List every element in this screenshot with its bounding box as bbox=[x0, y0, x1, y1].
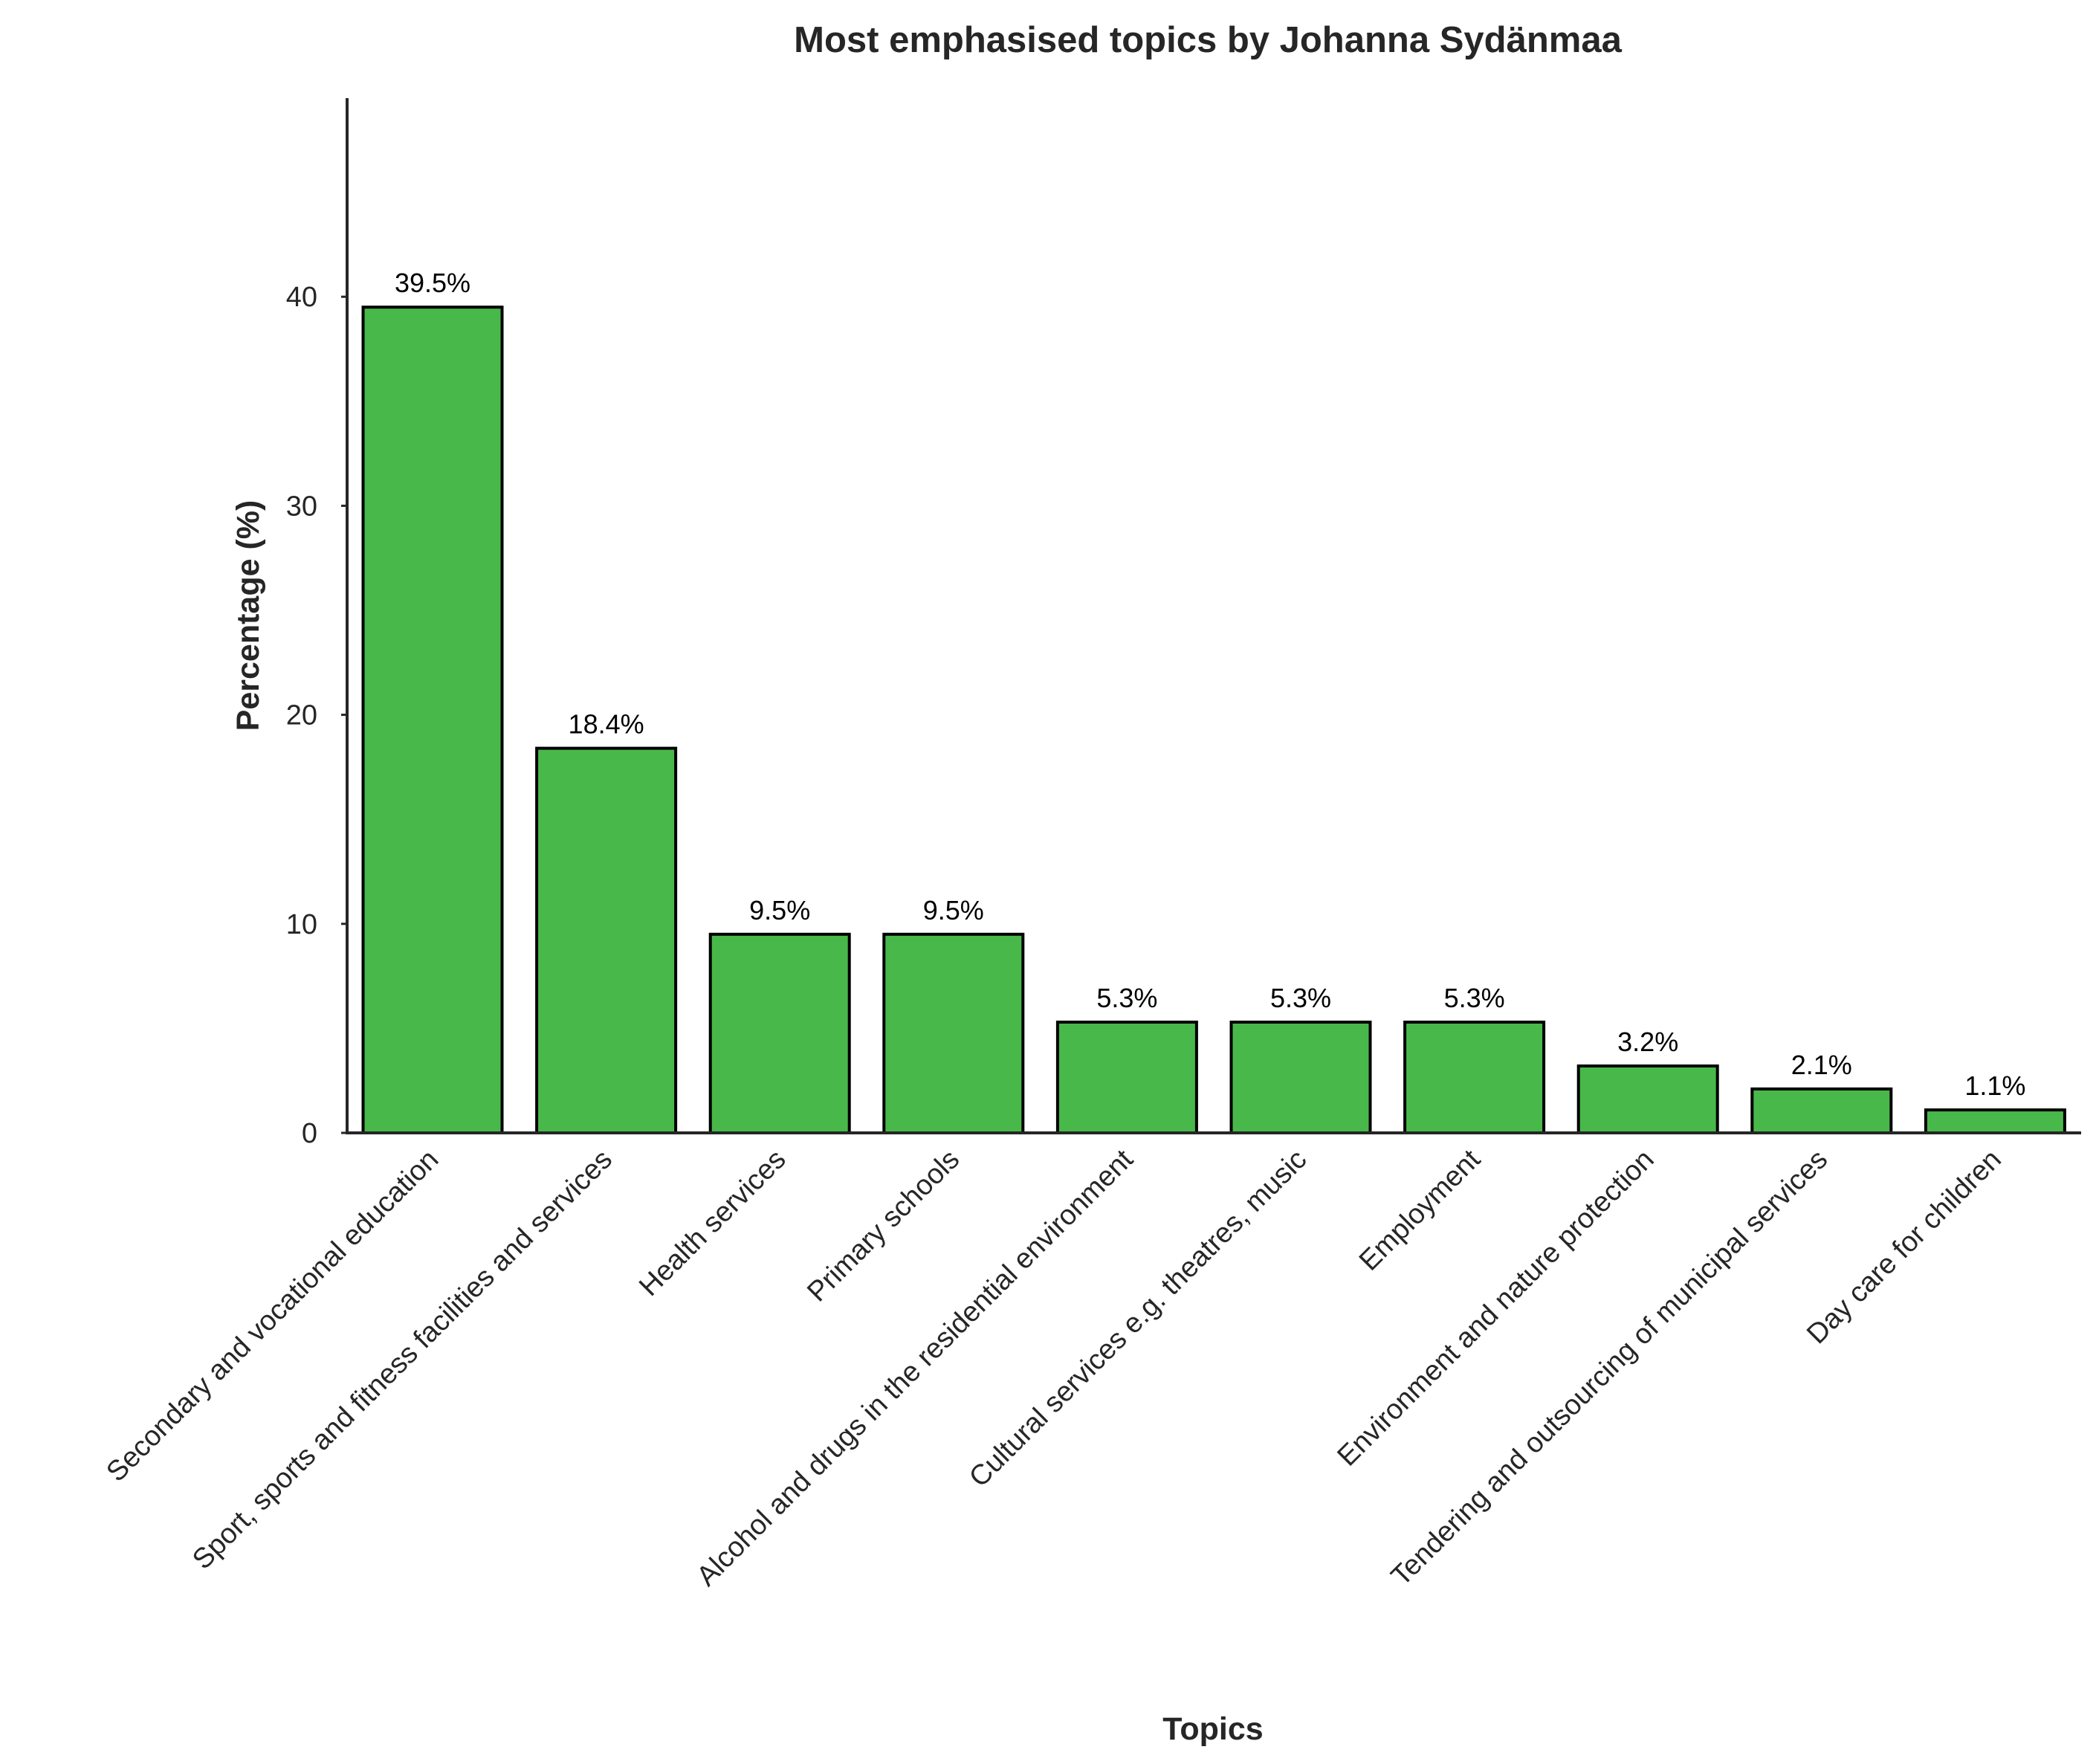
bar-6 bbox=[1229, 1021, 1372, 1134]
data-labels-layer: 39.5% 18.4% 9.5% 9.5% 5.3% 5.3% 5.3% 3.2% 2.1% 1.… bbox=[395, 268, 2025, 1101]
y-tick-label-4: 30 bbox=[286, 491, 317, 522]
y-tick-label-2: 10 bbox=[286, 909, 317, 940]
bar-9 bbox=[1750, 1087, 1893, 1135]
category-label-4: Primary schools bbox=[801, 1144, 965, 1308]
bar-2 bbox=[535, 746, 678, 1134]
bar-value-label-3: 9.5% bbox=[749, 895, 810, 925]
y-axis-label: Percentage (%) bbox=[230, 500, 266, 731]
bar-5 bbox=[1055, 1021, 1198, 1134]
category-label-10: Day care for children bbox=[1801, 1144, 2008, 1351]
bar-value-label-1: 39.5% bbox=[395, 268, 470, 298]
category-label-3: Health services bbox=[633, 1144, 792, 1302]
y-ticks-layer: 0 10 20 30 40 bbox=[286, 282, 347, 1149]
y-tick-label-5: 40 bbox=[286, 282, 317, 313]
bar-value-label-6: 5.3% bbox=[1270, 983, 1331, 1013]
category-label-1: Secondary and vocational education bbox=[100, 1144, 444, 1488]
bar-3 bbox=[708, 932, 851, 1135]
bar-1 bbox=[361, 306, 504, 1135]
bar-value-label-5: 5.3% bbox=[1096, 983, 1157, 1013]
category-label-8: Environment and nature protection bbox=[1332, 1144, 1660, 1473]
category-label-2: Sport, sports and fitness facilities and… bbox=[187, 1144, 618, 1576]
bar-7 bbox=[1403, 1021, 1546, 1134]
bars-layer bbox=[361, 306, 2066, 1135]
bar-value-label-8: 3.2% bbox=[1617, 1027, 1678, 1057]
x-axis-label: Topics bbox=[1162, 1711, 1263, 1747]
x-labels-layer: Secondary and vocational educationSport,… bbox=[100, 1143, 2007, 1592]
bar-value-label-7: 5.3% bbox=[1444, 983, 1505, 1013]
bar-value-label-2: 18.4% bbox=[569, 709, 644, 740]
bar-10 bbox=[1924, 1108, 2066, 1134]
category-label-7: Employment bbox=[1353, 1143, 1487, 1276]
bar-value-label-4: 9.5% bbox=[923, 895, 984, 925]
category-label-6: Cultural services e.g. theatres, music bbox=[963, 1144, 1313, 1493]
bar-value-label-9: 2.1% bbox=[1791, 1050, 1852, 1080]
bar-4 bbox=[882, 932, 1025, 1135]
bar-value-label-10: 1.1% bbox=[1964, 1070, 2025, 1101]
y-tick-label-1: 0 bbox=[302, 1118, 317, 1149]
bar-8 bbox=[1576, 1064, 1719, 1134]
chart-title: Most emphasised topics by Johanna Sydänm… bbox=[794, 20, 1622, 60]
y-tick-label-3: 20 bbox=[286, 700, 317, 731]
